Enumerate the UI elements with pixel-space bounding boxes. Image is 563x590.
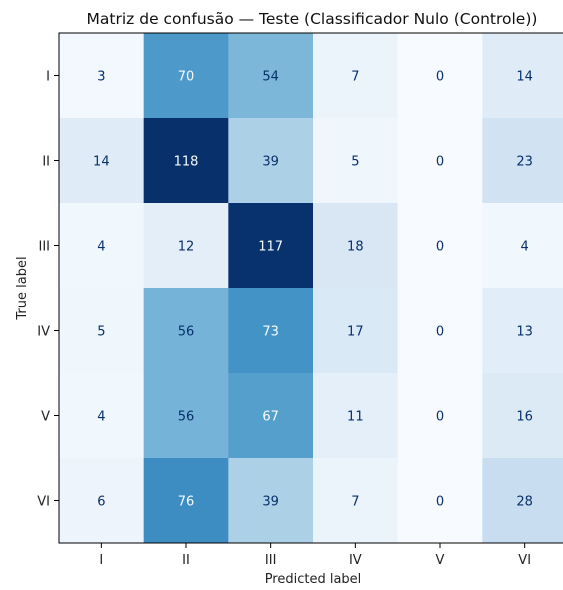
heatmap-cell [59,33,145,119]
heatmap-cell [143,458,229,544]
heatmap-cell [228,288,314,374]
chart-title: Matriz de confusão — Teste (Classificado… [87,10,538,28]
cell-value-label: 17 [347,325,364,340]
heatmap-cell [143,203,229,289]
cell-value-label: 54 [262,70,279,85]
y-axis-label: True label [15,256,30,320]
cell-value-label: 14 [516,70,533,85]
cell-value-label: 6 [97,495,105,510]
plot-frame [58,32,563,544]
cell-value-label: 0 [436,70,444,85]
x-axis-ticks: I II III IV V VI [99,543,531,568]
heatmap-cell [313,203,399,289]
heatmap-cell [59,373,145,459]
heatmap-cell [59,458,145,544]
x-tick-label: V [436,553,445,568]
cell-value-label: 3 [97,70,105,85]
heatmap-cell [313,118,399,204]
cell-value-label: 11 [347,410,364,425]
heatmap-cell [482,288,563,374]
heatmap-cell [59,203,145,289]
x-tick-label: III [265,553,277,568]
heatmap-cell [397,118,483,204]
cell-value-label: 7 [351,495,359,510]
heatmap-cell [482,33,563,119]
heatmap-cell [397,288,483,374]
heatmap-cell [313,373,399,459]
cell-value-label: 16 [516,410,533,425]
heatmap-cell [228,458,314,544]
x-axis-label: Predicted label [265,572,362,587]
y-tick-label: II [42,155,50,170]
cell-value-label: 12 [178,240,195,255]
cell-value-label: 73 [262,325,279,340]
heatmap-cell [313,458,399,544]
heatmap-cell [59,118,145,204]
cell-value-label: 18 [347,240,364,255]
heatmap-cell [143,288,229,374]
heatmap-cell [59,288,145,374]
heatmap-cell [482,118,563,204]
y-tick-label: I [46,70,50,85]
heatmap-cell [397,203,483,289]
cell-value-label: 0 [436,410,444,425]
x-tick-label: II [182,553,190,568]
y-tick-label: VI [37,495,50,510]
cell-value-label: 70 [178,70,195,85]
cell-value-label: 0 [436,325,444,340]
heatmap-cell [143,118,229,204]
cell-value-label: 5 [351,155,359,170]
heatmap-cell [482,458,563,544]
heatmap-cell [143,33,229,119]
cell-value-label: 28 [516,495,533,510]
cell-value-label: 39 [262,495,279,510]
cell-value-label: 67 [262,410,279,425]
heatmap-cell [228,33,314,119]
heatmap-cell [228,118,314,204]
x-tick-label: VI [518,553,531,568]
heatmap-cell [482,373,563,459]
cell-value-label: 5 [97,325,105,340]
cell-value-label: 4 [97,410,105,425]
cell-value-label: 0 [436,495,444,510]
x-tick-label: I [99,553,103,568]
cell-value-label: 118 [174,155,199,170]
cell-value-label: 117 [258,240,283,255]
cell-value-label: 76 [178,495,195,510]
cell-value-label: 4 [97,240,105,255]
heatmap-cell [313,288,399,374]
y-tick-label: V [41,410,50,425]
heatmap-cell [143,373,229,459]
y-tick-label: III [38,240,50,255]
heatmap-cell [482,203,563,289]
cell-value-label: 7 [351,70,359,85]
heatmap-cell [313,33,399,119]
cell-value-label: 4 [521,240,529,255]
heatmap-cell [397,458,483,544]
cell-value-label: 39 [262,155,279,170]
cell-value-label: 13 [516,325,533,340]
y-tick-label: IV [37,325,50,340]
heatmap-cell [228,203,314,289]
cell-value-label: 14 [93,155,110,170]
cell-value-label: 23 [516,155,533,170]
heatmap-cell [228,373,314,459]
heatmap-cell [397,33,483,119]
cell-value-label: 56 [178,410,195,425]
x-tick-label: IV [349,553,362,568]
cell-value-label: 0 [436,240,444,255]
heatmap-cell [397,373,483,459]
cell-value-label: 56 [178,325,195,340]
cell-value-label: 0 [436,155,444,170]
